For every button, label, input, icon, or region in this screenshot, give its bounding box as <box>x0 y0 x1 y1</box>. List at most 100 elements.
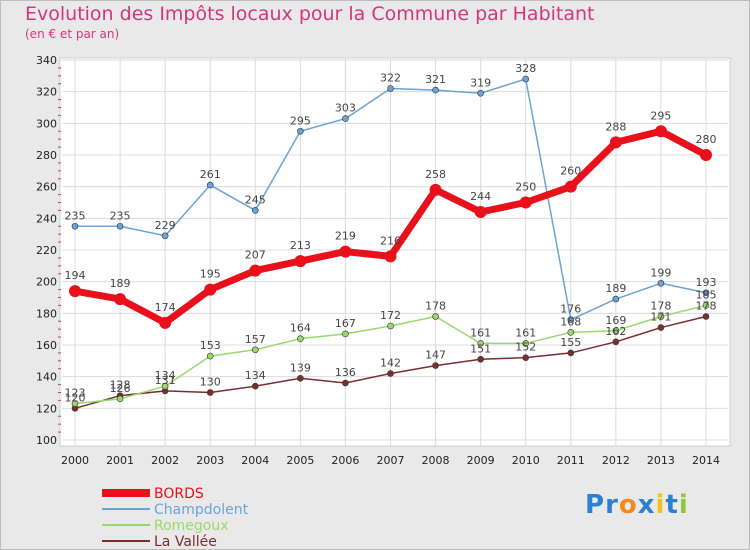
data-label: 321 <box>425 73 446 86</box>
data-point <box>612 338 620 346</box>
y-tick-label: 320 <box>36 86 57 99</box>
data-label: 280 <box>696 133 717 146</box>
data-point <box>342 330 349 338</box>
x-tick-label: 2007 <box>377 454 405 467</box>
data-point <box>612 295 620 303</box>
data-label: 174 <box>155 301 176 314</box>
data-label: 195 <box>200 268 221 281</box>
data-point <box>477 340 484 347</box>
data-point <box>432 86 439 94</box>
logo-letter: P <box>585 490 606 520</box>
data-point <box>657 279 665 287</box>
data-point <box>702 302 710 309</box>
y-tick-label: 140 <box>36 371 57 384</box>
data-point <box>161 232 169 240</box>
y-axis: 100 120 140 160 180 200 220 240 260 280 300 320 340 <box>36 54 61 447</box>
y-tick-label: 220 <box>36 244 57 257</box>
logo-letter: t <box>665 490 679 520</box>
data-label: 120 <box>65 391 86 404</box>
logo-letter: i <box>655 490 666 520</box>
data-label: 199 <box>650 266 671 279</box>
data-point <box>69 285 81 298</box>
data-label: 303 <box>335 102 356 115</box>
data-label: 229 <box>155 219 176 232</box>
logo-letter: o <box>618 490 638 520</box>
data-label: 261 <box>200 168 221 181</box>
data-label: 288 <box>605 120 626 133</box>
data-point <box>522 340 530 347</box>
x-axis: 2000 2001 2002 2003 2004 2005 2006 2007 2008 2009… <box>61 454 720 467</box>
y-tick-label: 260 <box>36 181 57 194</box>
x-tick-label: 2004 <box>241 454 269 467</box>
data-label: 136 <box>335 366 356 379</box>
x-tick-label: 2006 <box>331 454 359 467</box>
data-label: 178 <box>425 300 446 313</box>
data-point <box>702 289 710 297</box>
y-tick-label: 180 <box>36 307 57 320</box>
proxiti-logo: Proxiti <box>585 490 689 520</box>
data-point <box>71 222 79 230</box>
legend-label: Romegoux <box>154 518 229 534</box>
data-label: 194 <box>65 269 86 282</box>
data-label: 128 <box>110 379 131 392</box>
y-tick-label: 340 <box>36 54 57 67</box>
data-point <box>477 89 484 97</box>
data-point <box>297 127 304 135</box>
data-point <box>609 136 622 149</box>
data-label: 162 <box>605 325 626 338</box>
data-label: 123 <box>65 387 86 400</box>
data-point <box>251 207 259 214</box>
data-label: 328 <box>515 62 536 75</box>
data-point <box>702 313 710 320</box>
gridlines <box>62 58 728 446</box>
series-lines <box>69 75 712 412</box>
data-point <box>297 374 304 382</box>
y-tick-label: 120 <box>36 402 57 415</box>
chart-title: Evolution des Impôts locaux pour la Comm… <box>25 3 595 25</box>
x-tick-label: 2000 <box>61 454 89 467</box>
data-label: 244 <box>470 190 491 203</box>
data-point <box>657 313 665 320</box>
data-label: 176 <box>560 303 581 316</box>
data-point <box>204 283 217 296</box>
data-point <box>522 354 530 361</box>
data-label: 168 <box>560 315 581 328</box>
data-label: 153 <box>200 339 221 352</box>
data-label: 167 <box>335 317 356 330</box>
data-label: 216 <box>380 234 401 247</box>
data-point <box>206 389 214 396</box>
data-point <box>522 75 530 83</box>
x-tick-label: 2012 <box>602 454 630 467</box>
x-tick-label: 2002 <box>151 454 179 467</box>
data-label: 189 <box>110 277 131 290</box>
y-tick-label: 200 <box>36 276 57 289</box>
legend-label: BORDS <box>154 486 204 502</box>
data-point <box>251 382 259 390</box>
data-point <box>339 245 352 258</box>
x-tick-label: 2005 <box>286 454 314 467</box>
data-label: 207 <box>245 249 266 262</box>
data-label: 185 <box>696 288 717 301</box>
data-label: 235 <box>110 209 131 222</box>
data-label: 258 <box>425 168 446 181</box>
data-label: 139 <box>290 361 311 374</box>
x-tick-label: 2013 <box>647 454 675 467</box>
y-tick-label: 300 <box>36 117 57 130</box>
data-label: 322 <box>380 72 401 85</box>
data-label: 164 <box>290 322 311 335</box>
data-label: 178 <box>650 300 671 313</box>
data-label: 142 <box>380 357 401 370</box>
data-point <box>567 349 575 357</box>
data-point <box>116 222 124 230</box>
data-point <box>161 382 169 390</box>
x-tick-label: 2014 <box>692 454 720 467</box>
data-label: 171 <box>650 311 671 324</box>
legend-label: La Vallée <box>154 534 217 550</box>
data-point <box>206 181 214 189</box>
x-tick-label: 2011 <box>557 454 585 467</box>
data-label: 235 <box>65 209 86 222</box>
data-label: 147 <box>425 349 446 362</box>
data-label: 161 <box>470 326 491 339</box>
